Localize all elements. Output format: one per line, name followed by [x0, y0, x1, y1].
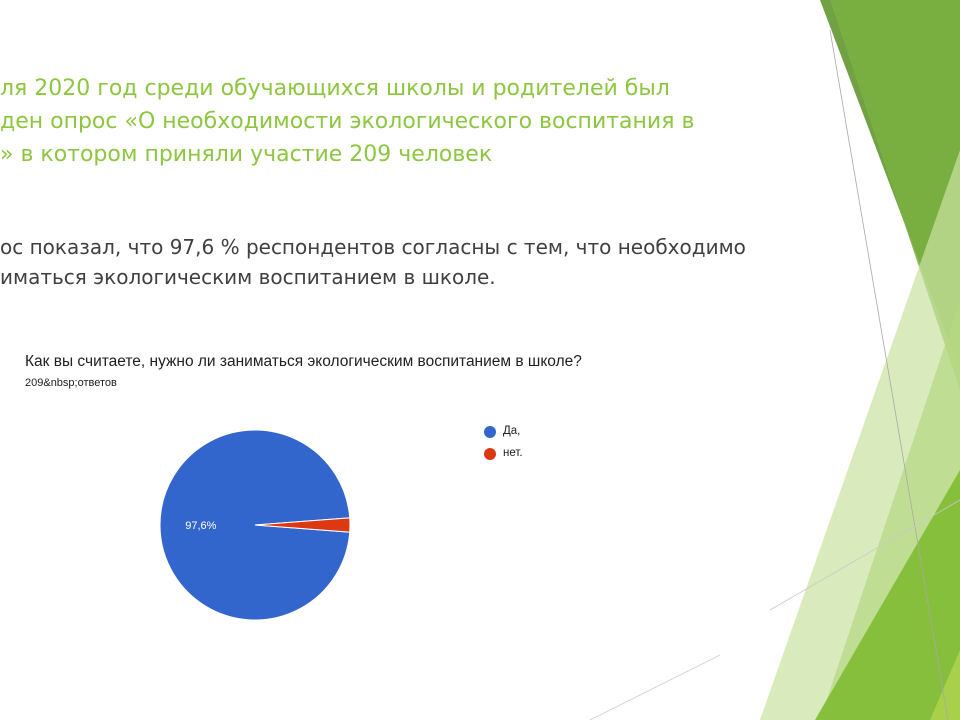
slide-heading: ля 2020 год среди обучающихся школы и ро… — [0, 72, 800, 171]
legend-dot-yes — [484, 426, 496, 438]
pie-slice-no — [254, 517, 351, 533]
deco-yellow-green-corner — [930, 650, 960, 720]
result-line: ос показал, что 97,6 % респондентов согл… — [0, 235, 746, 259]
result-line: иматься экологическим воспитанием в школ… — [0, 265, 496, 289]
deco-bright-green-triangle — [815, 470, 960, 720]
form-question-title: Как вы считаете, нужно ли заниматься эко… — [25, 353, 582, 370]
legend-label-yes: Да, — [503, 425, 521, 437]
pie-slice-yes — [159, 429, 351, 621]
legend-dot-no — [484, 448, 496, 460]
pie-slice-label-yes: 97,6% — [185, 520, 216, 532]
survey-result-text: ос показал, что 97,6 % респондентов согл… — [0, 232, 800, 292]
heading-line: ля 2020 год среди обучающихся школы и ро… — [0, 76, 670, 101]
heading-line: » в котором приняли участие 209 человек — [0, 142, 493, 167]
heading-line: ден опрос «О необходимости экологическог… — [0, 109, 695, 134]
deco-thin-line — [769, 499, 960, 611]
pie-chart: 97,6% — [159, 429, 351, 621]
deco-thin-line — [589, 654, 721, 720]
form-response-count: 209&nbsp;ответов — [25, 377, 117, 389]
deco-thin-line — [829, 29, 949, 720]
legend-label-no: нет. — [503, 447, 523, 459]
